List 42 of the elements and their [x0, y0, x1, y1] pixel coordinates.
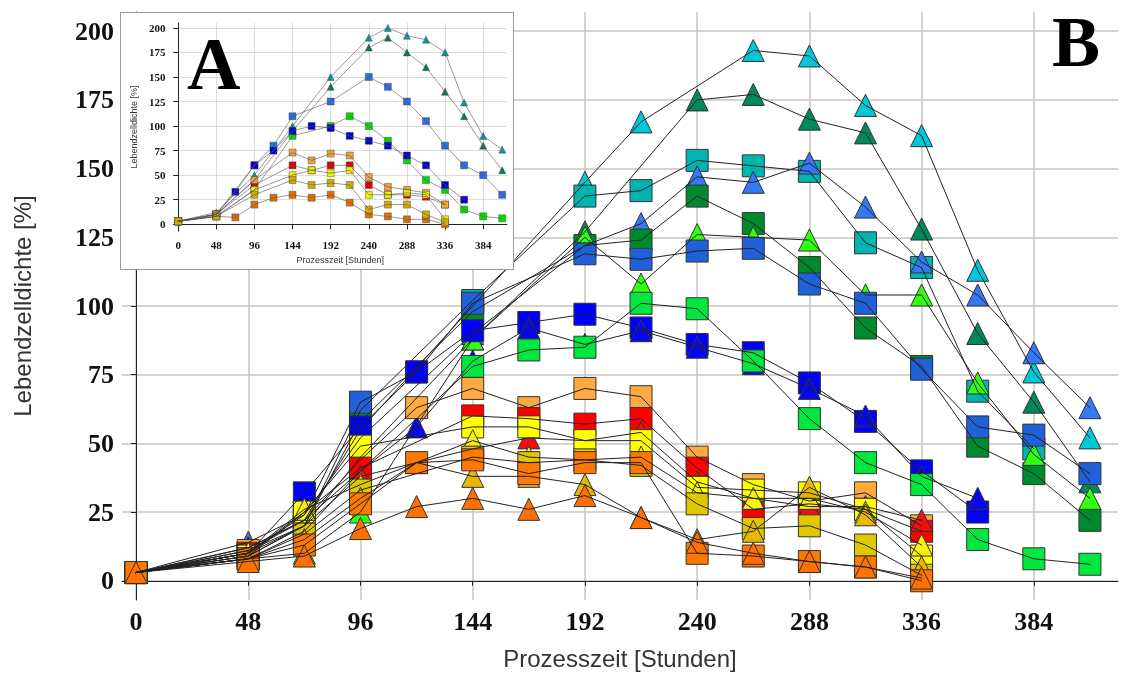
- y-tick-label: 75: [154, 144, 166, 157]
- x-tick-label: 384: [474, 238, 492, 251]
- y-tick-label: 175: [75, 85, 114, 115]
- x-tick-label: 192: [565, 606, 605, 636]
- x-tick-label: 384: [1014, 606, 1054, 636]
- annotation: A: [187, 23, 241, 105]
- x-tick-label: 144: [284, 238, 302, 251]
- x-tick-label: 48: [235, 606, 262, 636]
- x-tick-label: 0: [175, 238, 182, 251]
- y-tick-label: 0: [101, 566, 114, 596]
- y-tick-label: 125: [75, 222, 114, 252]
- x-tick-label: 144: [453, 606, 493, 636]
- x-tick-label: 96: [347, 606, 374, 636]
- y-tick-label: 50: [154, 169, 166, 182]
- y-tick-label: 25: [88, 497, 114, 527]
- annotation: B: [1051, 2, 1101, 82]
- y-tick-label: 25: [154, 193, 166, 206]
- y-tick-label: 200: [148, 21, 166, 34]
- x-tick-label: 96: [248, 238, 261, 251]
- y-tick-label: 50: [88, 428, 114, 458]
- x-tick-label: 288: [398, 238, 416, 251]
- x-tick-label: 288: [789, 606, 829, 636]
- x-axis-title: Prozesszeit [Stunden]: [296, 254, 384, 265]
- y-axis-title: Lebendzelldichte [%]: [128, 85, 139, 169]
- x-tick-label: 336: [902, 606, 942, 636]
- x-tick-label: 48: [210, 238, 223, 251]
- x-tick-label: 240: [677, 606, 717, 636]
- y-tick-label: 100: [148, 120, 166, 133]
- y-tick-label: 100: [75, 291, 114, 321]
- x-tick-label: 240: [360, 238, 378, 251]
- y-tick-label: 0: [159, 218, 166, 231]
- x-tick-label: 192: [322, 238, 340, 251]
- x-axis-title: Prozesszeit [Stunden]: [503, 644, 737, 672]
- x-tick-label: 336: [436, 238, 454, 251]
- y-tick-label: 200: [75, 16, 114, 46]
- y-tick-label: 175: [148, 46, 166, 59]
- y-tick-label: 150: [148, 70, 166, 83]
- y-tick-label: 75: [88, 360, 114, 390]
- y-tick-label: 125: [148, 95, 166, 108]
- y-tick-label: 150: [75, 154, 114, 184]
- y-axis-title: Lebendzelldichte [%]: [8, 195, 36, 417]
- x-tick-label: 0: [129, 606, 143, 636]
